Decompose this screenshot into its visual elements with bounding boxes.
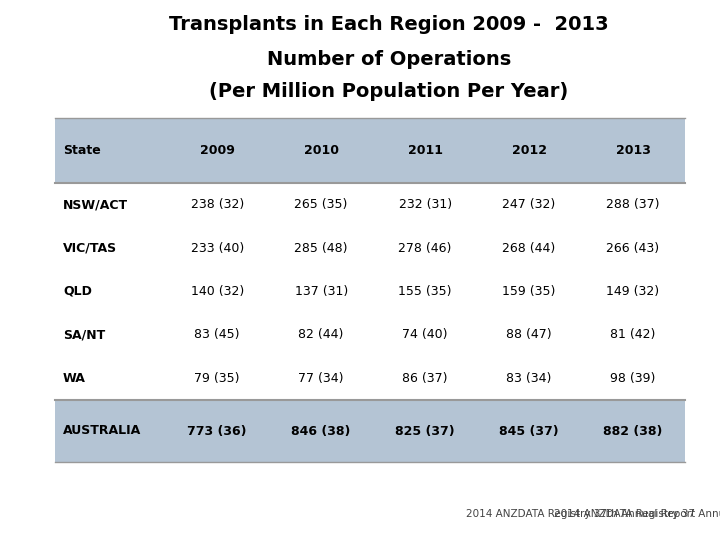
Text: 83 (45): 83 (45) [194,328,240,341]
Text: 268 (44): 268 (44) [503,241,556,254]
Text: 882 (38): 882 (38) [603,424,662,437]
Text: AUSTRALIA: AUSTRALIA [63,424,141,437]
Text: Annual Report: Annual Report [695,509,720,519]
Text: 82 (44): 82 (44) [299,328,344,341]
Text: 98 (39): 98 (39) [611,372,656,385]
Text: 278 (46): 278 (46) [398,241,452,254]
Text: 285 (48): 285 (48) [294,241,348,254]
Text: 140 (32): 140 (32) [191,285,244,298]
Text: 83 (34): 83 (34) [506,372,552,385]
Text: 86 (37): 86 (37) [402,372,448,385]
Text: State: State [63,144,101,157]
Text: 155 (35): 155 (35) [398,285,452,298]
Text: 2010: 2010 [304,144,338,157]
Text: 2009: 2009 [199,144,235,157]
Text: 238 (32): 238 (32) [191,198,244,211]
Text: 2014 ANZDATA Registry 37: 2014 ANZDATA Registry 37 [554,509,695,519]
Text: 137 (31): 137 (31) [294,285,348,298]
Text: 2011: 2011 [408,144,443,157]
Text: 159 (35): 159 (35) [503,285,556,298]
Text: 2014 ANZDATA Registry 37th Annual Report: 2014 ANZDATA Registry 37th Annual Report [466,509,695,519]
Text: 265 (35): 265 (35) [294,198,348,211]
Text: 81 (42): 81 (42) [611,328,656,341]
Text: 845 (37): 845 (37) [499,424,559,437]
Text: 74 (40): 74 (40) [402,328,448,341]
Text: 149 (32): 149 (32) [606,285,660,298]
Text: 288 (37): 288 (37) [606,198,660,211]
Text: QLD: QLD [63,285,92,298]
Text: 2012: 2012 [512,144,546,157]
Text: 825 (37): 825 (37) [395,424,455,437]
Text: NSW/ACT: NSW/ACT [63,198,128,211]
Text: Transplants in Each Region 2009 -  2013: Transplants in Each Region 2009 - 2013 [169,15,608,34]
Text: 88 (47): 88 (47) [506,328,552,341]
Text: 773 (36): 773 (36) [187,424,247,437]
Text: 232 (31): 232 (31) [399,198,451,211]
Text: (Per Million Population Per Year): (Per Million Population Per Year) [210,82,568,101]
Text: 233 (40): 233 (40) [191,241,244,254]
Text: WA: WA [63,372,86,385]
Text: 79 (35): 79 (35) [194,372,240,385]
Text: 2013: 2013 [616,144,650,157]
Text: SA/NT: SA/NT [63,328,105,341]
Text: Number of Operations: Number of Operations [266,50,511,69]
Text: 77 (34): 77 (34) [298,372,344,385]
Text: 266 (43): 266 (43) [606,241,660,254]
Text: VIC/TAS: VIC/TAS [63,241,117,254]
Text: 846 (38): 846 (38) [292,424,351,437]
Text: 247 (32): 247 (32) [503,198,556,211]
